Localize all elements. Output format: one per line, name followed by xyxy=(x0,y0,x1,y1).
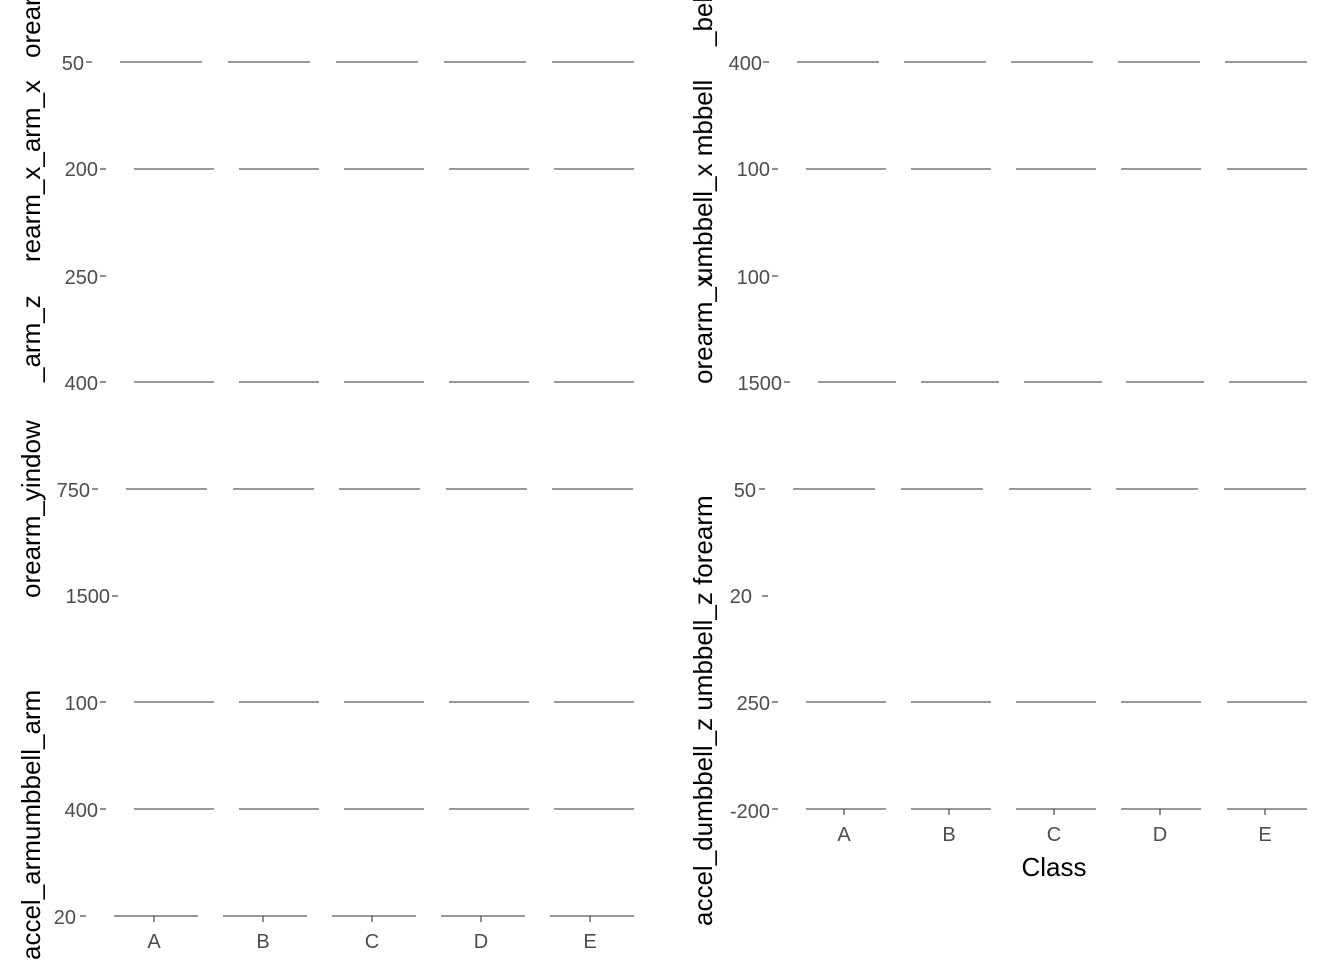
left-tick-6: 1500 xyxy=(66,586,111,608)
left-tick-2: 200 xyxy=(65,159,98,181)
right-x-category-e: E xyxy=(1258,824,1271,846)
right-tick-5: 50 xyxy=(734,480,756,502)
collapsed-box-marks xyxy=(80,61,1307,922)
right-tick-6: 20 xyxy=(730,586,752,608)
right-x-category-b: B xyxy=(942,824,955,846)
left-x-category-a: A xyxy=(147,931,161,953)
left-ylabel-2: rearm_x_arm_x xyxy=(16,80,46,262)
left-tick-8: 400 xyxy=(65,800,98,822)
left-tick-4: 400 xyxy=(65,373,98,395)
left-tick-3: 250 xyxy=(65,267,98,289)
x-axis-title: Class xyxy=(1021,852,1086,882)
right-tick-7: 250 xyxy=(737,693,770,715)
right-x-category-a: A xyxy=(837,824,851,846)
right-tick-3: 100 xyxy=(737,267,770,289)
right-ylabel-4: accel_dumbbell_z umbbell_z forearm xyxy=(688,495,718,926)
left-x-category-d: D xyxy=(474,931,488,953)
right-tick-1: 400 xyxy=(729,53,762,75)
right-x-category-c: C xyxy=(1047,824,1061,846)
left-ylabel-3: _arm_z xyxy=(16,295,46,383)
left-tick-9: 20 xyxy=(54,907,76,929)
right-ylabel-2: umbbell_x mbbell xyxy=(688,80,718,282)
left-ylabel-1: orear xyxy=(16,0,46,58)
left-x-category-e: E xyxy=(583,931,596,953)
left-tick-1: 50 xyxy=(62,53,84,75)
left-tick-5: 750 xyxy=(57,480,90,502)
right-tick-8: -200 xyxy=(730,801,770,823)
right-ylabel-3: orearm_x xyxy=(688,274,718,384)
right-x-category-d: D xyxy=(1153,824,1167,846)
left-x-category-c: C xyxy=(365,931,379,953)
right-ylabel-1: _belt xyxy=(688,0,718,47)
left-ylabel-4: orearm_yindow xyxy=(16,420,46,598)
right-tick-2: 100 xyxy=(737,159,770,181)
right-tick-4: 1500 xyxy=(738,373,783,395)
left-x-category-b: B xyxy=(256,931,269,953)
left-tick-7: 100 xyxy=(65,693,98,715)
left-ylabel-5: accel_armumbbell_arm xyxy=(16,690,46,960)
